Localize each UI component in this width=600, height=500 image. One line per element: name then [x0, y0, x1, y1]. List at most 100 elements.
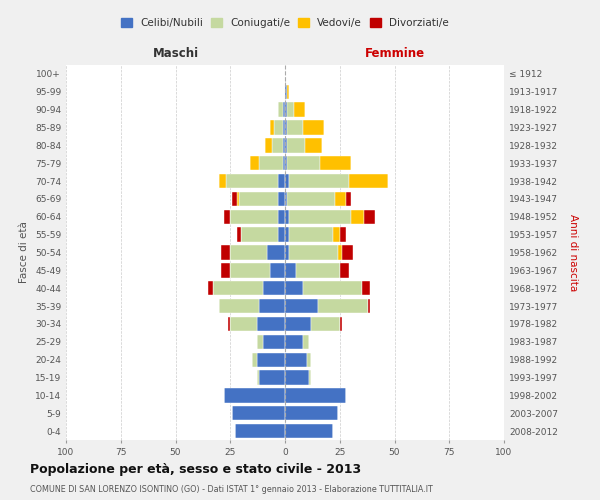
Bar: [285, 352, 307, 367]
Bar: [302, 120, 325, 134]
Y-axis label: Anni di nascita: Anni di nascita: [568, 214, 578, 291]
Bar: [335, 192, 346, 206]
Bar: [287, 84, 289, 99]
Bar: [257, 370, 259, 384]
Bar: [285, 138, 287, 152]
Bar: [283, 138, 285, 152]
Bar: [283, 156, 285, 170]
Bar: [232, 192, 237, 206]
Bar: [340, 228, 346, 242]
Bar: [285, 334, 302, 349]
Bar: [289, 246, 338, 260]
Bar: [318, 299, 368, 313]
Bar: [269, 120, 274, 134]
Bar: [364, 210, 375, 224]
Bar: [278, 102, 283, 117]
Bar: [340, 317, 342, 331]
Bar: [285, 424, 333, 438]
Bar: [269, 263, 285, 278]
Bar: [224, 210, 230, 224]
Bar: [259, 156, 283, 170]
Bar: [283, 120, 285, 134]
Bar: [272, 138, 283, 152]
Bar: [208, 281, 213, 295]
Bar: [263, 334, 285, 349]
Bar: [289, 174, 349, 188]
Bar: [259, 299, 285, 313]
Bar: [285, 210, 289, 224]
Bar: [250, 156, 259, 170]
Bar: [311, 317, 340, 331]
Bar: [307, 352, 311, 367]
Bar: [268, 246, 285, 260]
Bar: [239, 192, 278, 206]
Bar: [285, 281, 302, 295]
Bar: [285, 84, 287, 99]
Bar: [285, 406, 338, 420]
Bar: [287, 138, 305, 152]
Bar: [302, 334, 309, 349]
Bar: [213, 281, 263, 295]
Bar: [235, 424, 285, 438]
Bar: [285, 174, 289, 188]
Bar: [338, 246, 342, 260]
Text: Popolazione per età, sesso e stato civile - 2013: Popolazione per età, sesso e stato civil…: [30, 462, 361, 475]
Bar: [265, 138, 272, 152]
Bar: [278, 192, 285, 206]
Bar: [368, 299, 370, 313]
Bar: [285, 246, 289, 260]
Bar: [333, 228, 340, 242]
Bar: [342, 246, 353, 260]
Bar: [237, 228, 241, 242]
Bar: [278, 228, 285, 242]
Bar: [309, 370, 311, 384]
Bar: [220, 174, 226, 188]
Bar: [320, 156, 351, 170]
Legend: Celibi/Nubili, Coniugati/e, Vedovi/e, Divorziati/e: Celibi/Nubili, Coniugati/e, Vedovi/e, Di…: [117, 14, 453, 32]
Bar: [285, 156, 287, 170]
Bar: [285, 102, 287, 117]
Bar: [241, 228, 278, 242]
Bar: [302, 281, 362, 295]
Bar: [228, 317, 230, 331]
Bar: [340, 263, 349, 278]
Bar: [274, 120, 283, 134]
Bar: [285, 317, 311, 331]
Bar: [289, 228, 333, 242]
Text: COMUNE DI SAN LORENZO ISONTINO (GO) - Dati ISTAT 1° gennaio 2013 - Elaborazione : COMUNE DI SAN LORENZO ISONTINO (GO) - Da…: [30, 485, 433, 494]
Bar: [232, 406, 285, 420]
Bar: [285, 370, 309, 384]
Bar: [252, 352, 257, 367]
Bar: [294, 102, 305, 117]
Text: Maschi: Maschi: [152, 46, 199, 60]
Bar: [220, 299, 259, 313]
Bar: [230, 210, 278, 224]
Bar: [349, 174, 388, 188]
Bar: [237, 192, 239, 206]
Bar: [259, 370, 285, 384]
Bar: [285, 228, 289, 242]
Bar: [230, 246, 268, 260]
Bar: [285, 120, 287, 134]
Bar: [305, 138, 322, 152]
Bar: [346, 192, 350, 206]
Bar: [287, 102, 294, 117]
Bar: [362, 281, 370, 295]
Bar: [230, 317, 257, 331]
Bar: [221, 263, 230, 278]
Bar: [287, 156, 320, 170]
Bar: [221, 246, 230, 260]
Bar: [257, 334, 263, 349]
Bar: [296, 263, 340, 278]
Bar: [285, 388, 346, 402]
Bar: [257, 317, 285, 331]
Bar: [278, 174, 285, 188]
Text: Femmine: Femmine: [364, 46, 425, 60]
Y-axis label: Fasce di età: Fasce di età: [19, 222, 29, 284]
Bar: [287, 192, 335, 206]
Bar: [285, 192, 287, 206]
Bar: [289, 210, 350, 224]
Bar: [287, 120, 302, 134]
Bar: [263, 281, 285, 295]
Bar: [285, 299, 318, 313]
